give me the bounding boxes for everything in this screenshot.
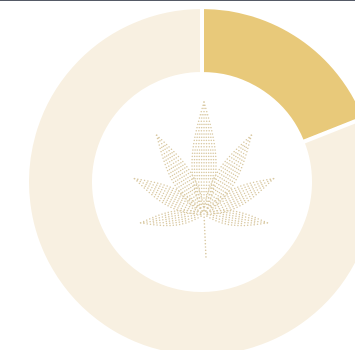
donut-slice-2 [25,4,355,350]
top-divider [0,0,355,1]
donut-slice-1 [200,4,355,145]
donut-slices [25,4,355,350]
cannabis-leaf-icon [133,101,275,258]
